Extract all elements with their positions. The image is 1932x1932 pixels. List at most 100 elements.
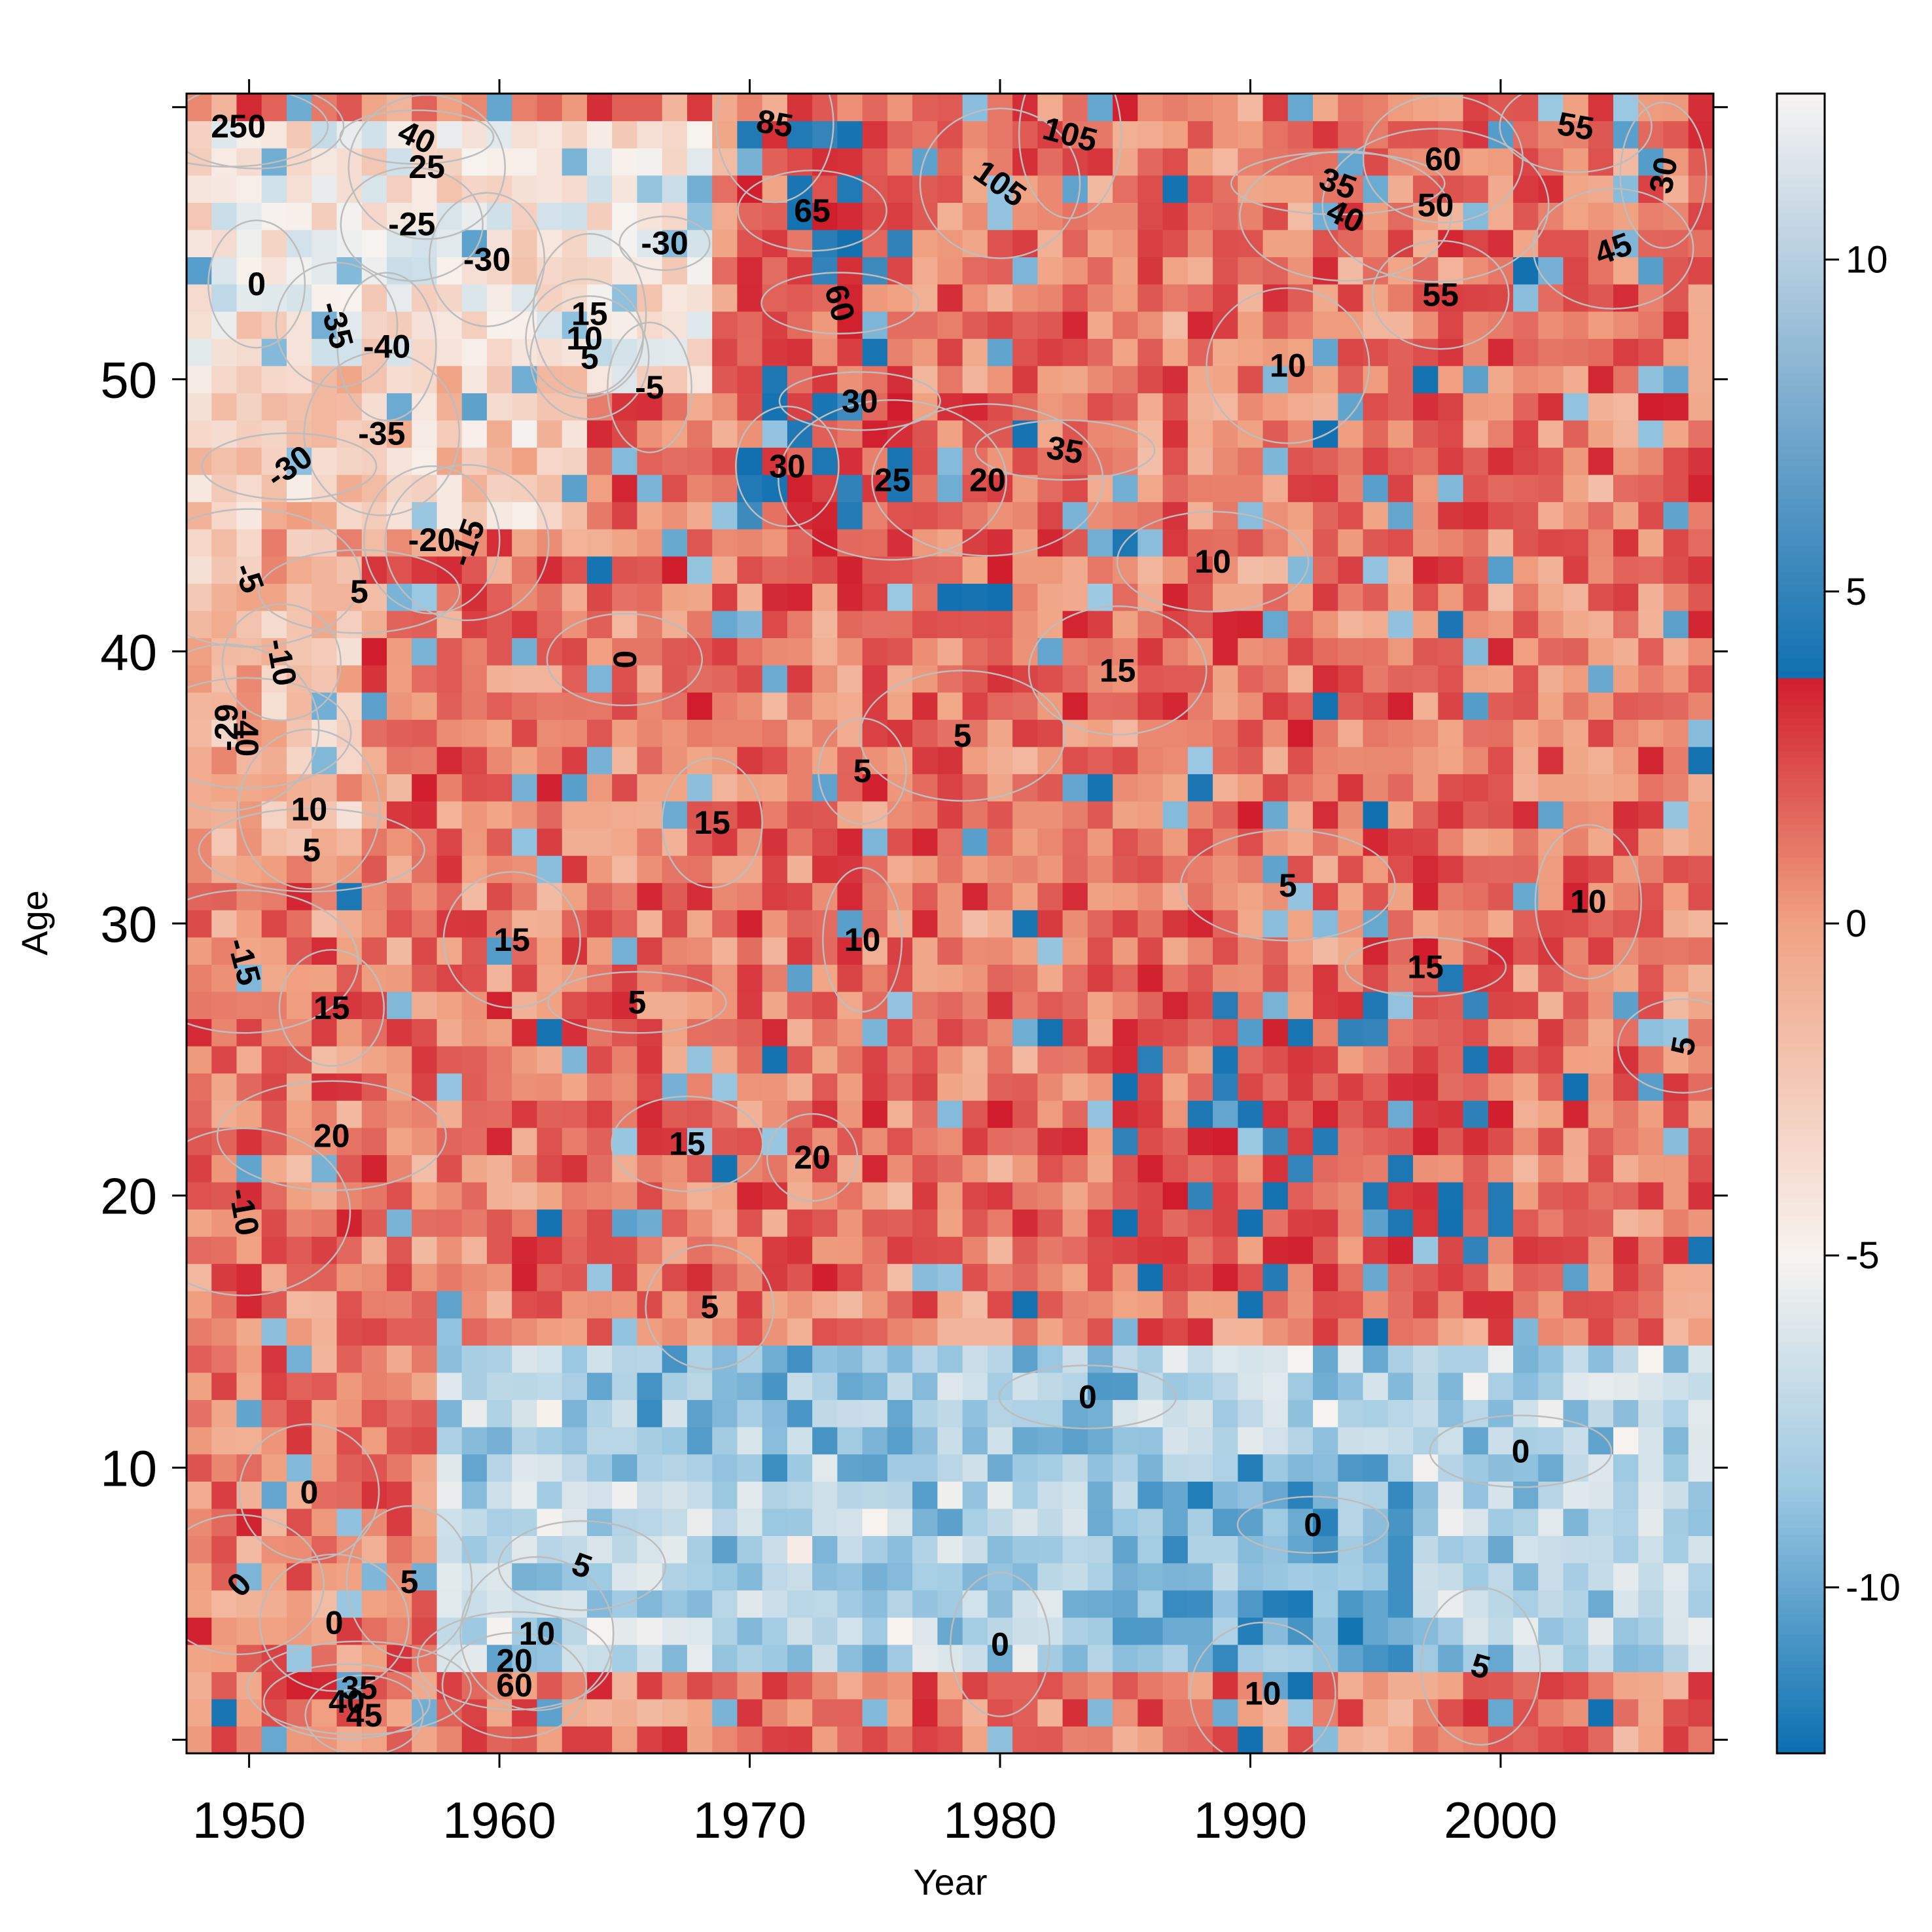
heatmap-cell: [1062, 229, 1088, 258]
heatmap-cell: [1313, 855, 1338, 884]
heatmap-cell: [962, 1454, 988, 1482]
heatmap-cell: [887, 1590, 913, 1618]
heatmap-cell: [312, 1698, 338, 1727]
heatmap-cell: [912, 1127, 938, 1155]
heatmap-cell: [962, 474, 988, 503]
heatmap-cell: [712, 937, 738, 965]
heatmap-cell: [1688, 556, 1713, 584]
heatmap-cell: [1387, 774, 1414, 802]
heatmap-cell: [937, 501, 963, 529]
heatmap-cell: [486, 202, 512, 230]
heatmap-cell: [1488, 719, 1514, 747]
heatmap-cell: [962, 1154, 988, 1183]
heatmap-cell: [1663, 393, 1689, 421]
heatmap-cell: [1513, 937, 1539, 965]
heatmap-cell: [461, 1291, 488, 1319]
heatmap-cell: [1663, 1427, 1689, 1455]
heatmap-cell: [687, 338, 713, 367]
contour-line: [442, 870, 581, 1009]
heatmap-cell: [637, 800, 663, 829]
heatmap-cell: [461, 692, 488, 720]
heatmap-cell: [1087, 94, 1113, 122]
heatmap-cell: [762, 1535, 788, 1564]
heatmap-cell: [1287, 1617, 1314, 1645]
heatmap-cell: [1262, 94, 1289, 122]
heatmap-cell: [712, 1127, 738, 1155]
heatmap-cell: [1313, 882, 1338, 910]
heatmap-cell: [586, 692, 613, 720]
heatmap-cell: [1513, 338, 1539, 367]
heatmap-cell: [187, 338, 212, 367]
heatmap-cell: [1488, 202, 1514, 230]
y-tick-label: 50: [100, 351, 157, 409]
heatmap-cell: [1688, 1345, 1713, 1373]
heatmap-cell: [1387, 1481, 1414, 1509]
heatmap-cell: [286, 1454, 312, 1482]
heatmap-cell: [1538, 665, 1564, 693]
heatmap-cell: [1463, 637, 1489, 666]
colorbar-swatch: [1777, 531, 1825, 539]
heatmap-cell: [1688, 257, 1713, 285]
heatmap-cell: [461, 365, 488, 393]
heatmap-cell: [1187, 501, 1213, 529]
heatmap-cell: [787, 1018, 813, 1046]
heatmap-cell: [486, 774, 512, 802]
heatmap-cell: [1413, 311, 1439, 339]
heatmap-cell: [1213, 964, 1238, 992]
heatmap-cell: [712, 420, 738, 448]
heatmap-cell: [937, 1127, 963, 1155]
heatmap-cell: [1062, 501, 1088, 529]
heatmap-cell: [762, 120, 788, 149]
heatmap-cell: [1162, 1073, 1189, 1101]
heatmap-cell: [1012, 501, 1038, 529]
colorbar-swatch: [1777, 160, 1825, 168]
heatmap-cell: [937, 719, 963, 747]
heatmap-cell: [437, 774, 463, 802]
heatmap-cell: [211, 910, 238, 938]
heatmap-cell: [712, 1291, 738, 1319]
heatmap-cell: [1688, 1535, 1713, 1564]
colorbar-swatch: [1777, 452, 1825, 459]
heatmap-cell: [1113, 637, 1138, 666]
heatmap-cell: [1113, 1590, 1138, 1618]
heatmap-cell: [1087, 1672, 1113, 1700]
heatmap-cell: [1688, 1672, 1713, 1700]
heatmap-cell: [787, 1236, 813, 1264]
heatmap-cell: [1688, 991, 1713, 1020]
heatmap-cell: [1413, 447, 1439, 475]
heatmap-cell: [461, 1481, 488, 1509]
heatmap-cell: [1262, 1644, 1289, 1672]
heatmap-cell: [937, 1317, 963, 1346]
colorbar-swatch: [1777, 1726, 1825, 1734]
heatmap-cell: [1238, 1181, 1264, 1210]
colorbar-swatch: [1777, 359, 1825, 367]
heatmap-cell: [1538, 1590, 1564, 1618]
heatmap-cell: [912, 1345, 938, 1373]
heatmap-cell: [187, 420, 212, 448]
heatmap-cell: [1062, 1481, 1088, 1509]
heatmap-cell: [1588, 1263, 1614, 1291]
heatmap-cell: [937, 937, 963, 965]
heatmap-cell: [687, 1562, 713, 1591]
heatmap-cell: [1363, 583, 1389, 611]
heatmap-cell: [912, 800, 938, 829]
heatmap-cell: [962, 1372, 988, 1401]
heatmap-cell: [1313, 1562, 1338, 1591]
heatmap-cell: [937, 365, 963, 393]
heatmap-cell: [512, 257, 538, 285]
heatmap-cell: [1488, 1100, 1514, 1128]
colorbar-swatch: [1777, 293, 1825, 300]
heatmap-cell: [1513, 692, 1539, 720]
heatmap-cell: [1213, 746, 1238, 774]
contour-line: [187, 94, 345, 170]
colorbar-swatch: [1777, 113, 1825, 121]
heatmap-cell: [1238, 1508, 1264, 1537]
heatmap-cell: [862, 1454, 888, 1482]
contour-line: [919, 107, 1081, 259]
heatmap-cell: [1638, 1590, 1664, 1618]
contour-line: [238, 1423, 380, 1561]
heatmap-cell: [637, 1617, 663, 1645]
heatmap-cell: [236, 284, 262, 312]
colorbar-swatch: [1777, 233, 1825, 240]
